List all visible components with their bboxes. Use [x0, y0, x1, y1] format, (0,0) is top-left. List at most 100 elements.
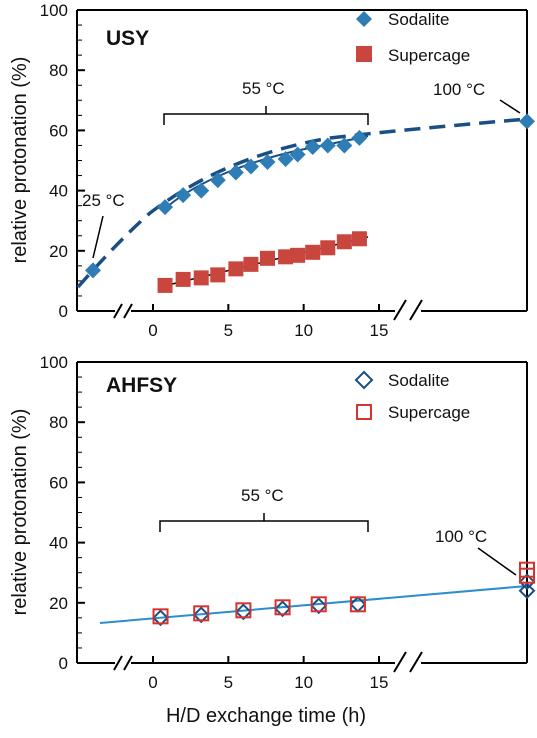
- usy-supercage-point: [193, 270, 209, 286]
- panel-ahfsy: 0 20 40 60 80 100 0 5 10 15 relative protonation…: [9, 353, 536, 727]
- usy-sodalite-extra-point: [519, 113, 535, 130]
- ahfsy-supercage-point: [235, 602, 252, 619]
- usy-supercage-points: [157, 231, 367, 293]
- usy-supercage-point: [228, 261, 244, 277]
- ahfsy-supercage-point: [152, 608, 169, 625]
- ahfsy-supercage-point: [310, 596, 327, 613]
- usy-annot-100c-leader: [499, 99, 521, 114]
- usy-annot-25c-leader: [92, 215, 104, 259]
- ahfsy-y-tick-label: 100: [40, 353, 68, 372]
- ahfsy-y-tick-label: 40: [49, 534, 68, 553]
- ahfsy-break-mark-2b: [409, 651, 423, 673]
- ahfsy-y-tick-label: 0: [59, 654, 68, 673]
- ahfsy-sodalite-point: [310, 597, 328, 615]
- usy-y-axis-label: relative protonation (%): [9, 57, 31, 264]
- usy-y-tick-label: 100: [40, 1, 68, 20]
- usy-bracket-label: 55 °C: [242, 79, 285, 98]
- ahfsy-sodalite-extra-point: [518, 582, 536, 600]
- usy-fit-curve-dashed: [76, 117, 528, 289]
- usy-legend-supercage-marker: [356, 46, 372, 62]
- usy-legend-sodalite-marker: [356, 11, 372, 27]
- ahfsy-extra-points: [518, 561, 536, 600]
- usy-sodalite-point: [304, 138, 321, 155]
- ahfsy-y-tick-label: 60: [49, 473, 68, 492]
- usy-y-tick-label: 0: [59, 302, 68, 321]
- ahfsy-supercage-extra-point: [519, 561, 535, 578]
- usy-sodalite-points: [157, 129, 368, 216]
- ahfsy-supercage-point: [193, 605, 210, 622]
- usy-x-tick-label: 10: [294, 321, 313, 340]
- usy-supercage-point: [278, 249, 294, 265]
- usy-break-mark-2b: [409, 299, 423, 321]
- usy-sodalite-point: [157, 199, 174, 216]
- usy-supercage-point: [243, 256, 259, 272]
- ahfsy-sodalite-extra-point: [518, 573, 536, 591]
- usy-sodalite-extra-point: [85, 262, 101, 279]
- ahfsy-y-tick-label: 20: [49, 594, 68, 613]
- ahfsy-sodalite-point: [274, 600, 291, 618]
- usy-y-tick-label: 20: [49, 242, 68, 261]
- ahfsy-supercage-points: [152, 596, 366, 625]
- ahfsy-x-tick-label: 15: [370, 673, 389, 692]
- ahfsy-sodalite-point: [234, 603, 252, 621]
- ahfsy-legend-supercage-marker: [356, 404, 372, 420]
- usy-annot-25c: 25 °C: [82, 191, 125, 210]
- usy-supercage-point: [305, 244, 321, 260]
- ahfsy-break-mark-1a: [113, 655, 123, 671]
- usy-supercage-point: [157, 277, 173, 293]
- ahfsy-annot-100c: 100 °C: [435, 527, 487, 546]
- usy-supercage-point: [290, 247, 306, 263]
- usy-sodalite-point: [175, 187, 192, 204]
- usy-x-tick-label: 5: [224, 321, 233, 340]
- ahfsy-sodalite-point: [192, 606, 210, 624]
- usy-legend-supercage-label: Supercage: [388, 46, 470, 65]
- ahfsy-legend-sodalite-marker: [354, 370, 374, 390]
- ahfsy-bracket-label: 55 °C: [241, 486, 284, 505]
- ahfsy-panel-title: AHFSY: [106, 374, 177, 397]
- usy-sodalite-point: [351, 129, 368, 146]
- usy-legend: Sodalite Supercage: [356, 10, 470, 65]
- ahfsy-supercage-point: [349, 596, 366, 613]
- ahfsy-x-tick-label: 10: [294, 673, 313, 692]
- usy-y-tick-label: 80: [49, 61, 68, 80]
- usy-supercage-point: [175, 271, 191, 287]
- usy-sodalite-point: [289, 146, 306, 163]
- usy-sodalite-point: [277, 150, 294, 167]
- ahfsy-sodalite-point: [152, 609, 169, 627]
- usy-break-mark-1b: [123, 303, 133, 319]
- usy-sodalite-point: [319, 137, 336, 154]
- usy-break-mark-2a: [393, 299, 407, 321]
- ahfsy-y-tick-label: 80: [49, 413, 68, 432]
- ahfsy-annot-100c-leader: [477, 547, 517, 576]
- usy-extra-points: [85, 113, 535, 279]
- panel-usy: 0 20 40 60 80 100 0 5 10 15 relative protonation…: [9, 1, 535, 340]
- ahfsy-legend: Sodalite Supercage: [354, 370, 470, 422]
- usy-x-tick-label: 0: [148, 321, 157, 340]
- usy-sodalite-point: [227, 164, 244, 181]
- usy-annot-100c: 100 °C: [433, 80, 485, 99]
- ahfsy-x-tick-label: 0: [148, 673, 157, 692]
- usy-bracket-55c: [163, 106, 369, 125]
- ahfsy-x-ticks: 0 5 10 15: [148, 656, 388, 692]
- usy-supercage-point: [260, 250, 276, 266]
- usy-x-tick-label: 15: [370, 321, 389, 340]
- usy-break-mark-1a: [113, 303, 123, 319]
- ahfsy-legend-supercage-label: Supercage: [388, 403, 470, 422]
- usy-supercage-point: [210, 267, 226, 283]
- ahfsy-legend-sodalite-label: Sodalite: [388, 371, 449, 390]
- usy-sodalite-point: [193, 182, 210, 199]
- ahfsy-x-axis-label: H/D exchange time (h): [166, 705, 366, 727]
- usy-sodalite-point: [209, 172, 226, 189]
- usy-sodalite-point: [242, 158, 259, 175]
- ahfsy-y-ticks: 0 20 40 60 80 100: [40, 353, 85, 673]
- usy-panel-title: USY: [106, 27, 149, 50]
- usy-sodalite-point: [336, 137, 353, 154]
- ahfsy-supercage-point: [274, 599, 291, 616]
- ahfsy-break-mark-2a: [393, 651, 407, 673]
- usy-supercage-point: [336, 234, 352, 250]
- usy-supercage-point: [351, 231, 367, 247]
- ahfsy-break-mark-1b: [123, 655, 133, 671]
- usy-supercage-point: [320, 240, 336, 256]
- ahfsy-y-axis-label: relative protonation (%): [9, 409, 31, 616]
